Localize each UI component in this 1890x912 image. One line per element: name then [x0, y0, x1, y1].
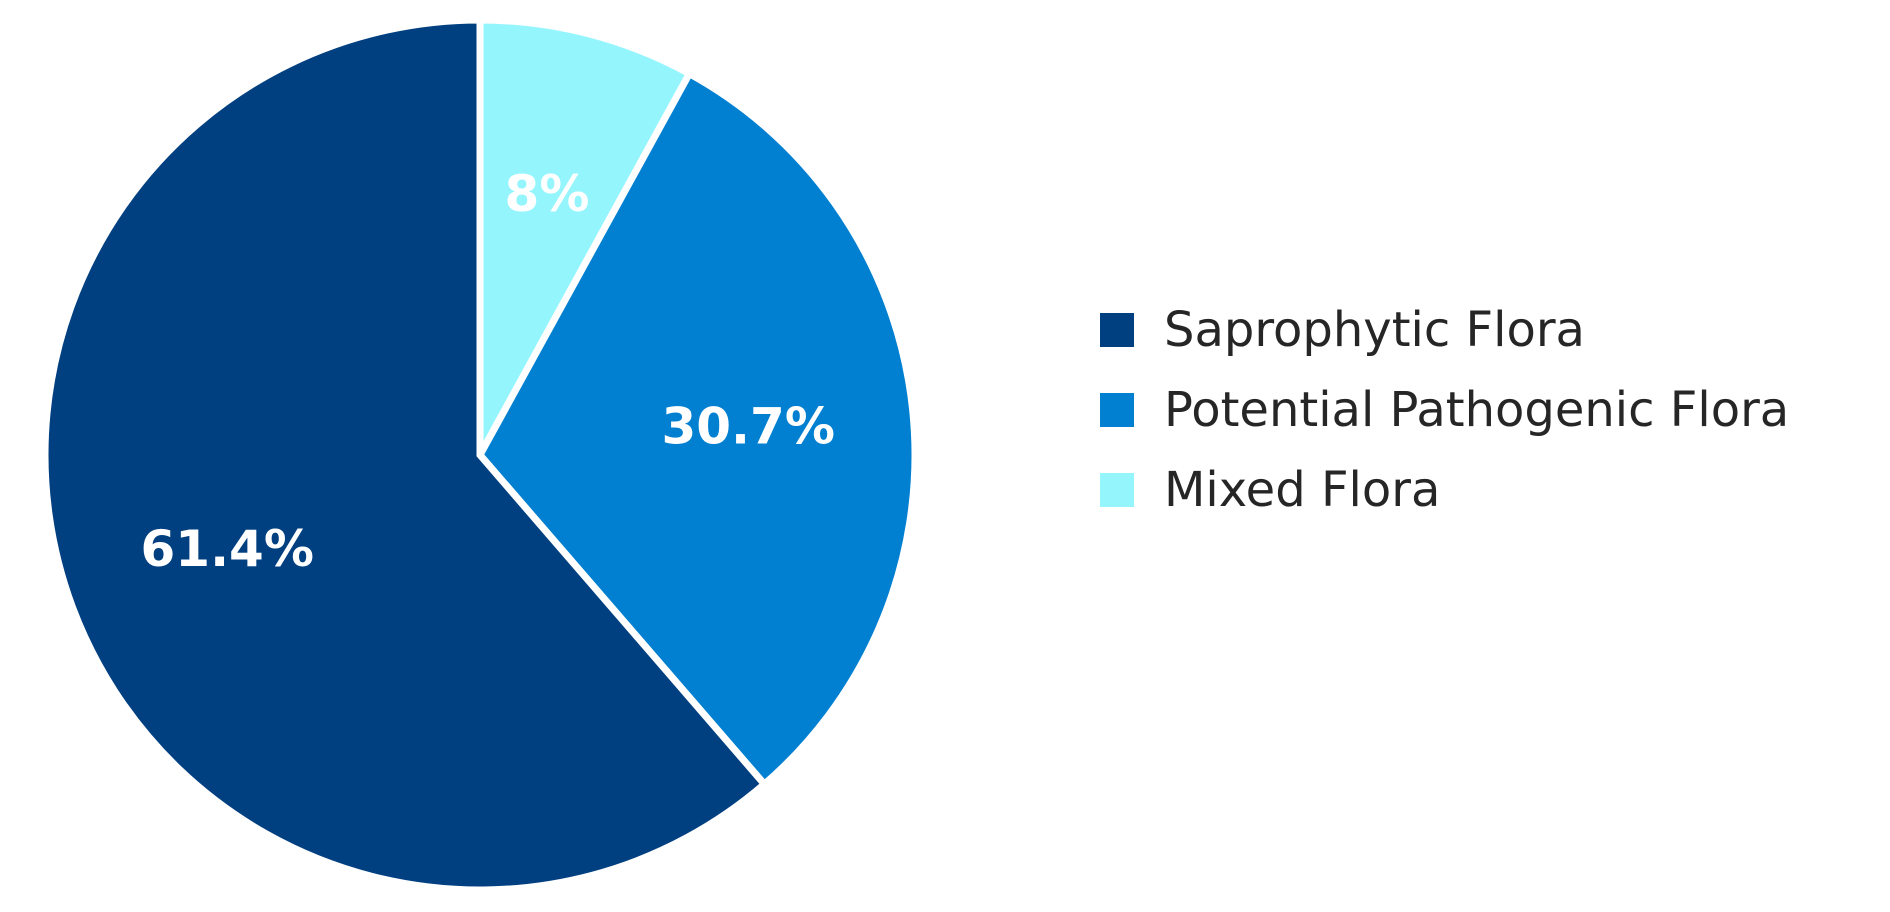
legend-swatch-mixed-flora [1100, 473, 1134, 507]
legend-label-potential-pathogenic-flora: Potential Pathogenic Flora [1164, 382, 1790, 438]
legend: Saprophytic Flora Potential Pathogenic F… [1100, 290, 1789, 530]
data-label-mixed-flora: 8% [505, 165, 590, 223]
data-label-potential-pathogenic-flora: 30.7% [661, 398, 834, 456]
pie-data-labels: 8% 30.7% 61.4% [140, 165, 834, 578]
legend-item-saprophytic-flora: Saprophytic Flora [1100, 290, 1789, 370]
legend-label-saprophytic-flora: Saprophytic Flora [1164, 302, 1585, 358]
data-label-saprophytic-flora: 61.4% [140, 520, 313, 578]
pie-slice-potential-pathogenic-flora [475, 68, 919, 790]
pie-slice-mixed-flora [476, 16, 695, 457]
legend-item-potential-pathogenic-flora: Potential Pathogenic Flora [1100, 370, 1789, 450]
legend-swatch-saprophytic-flora [1100, 313, 1134, 347]
legend-label-mixed-flora: Mixed Flora [1164, 462, 1441, 518]
legend-swatch-potential-pathogenic-flora [1100, 393, 1134, 427]
pie-slice-saprophytic-flora [41, 16, 770, 894]
legend-item-mixed-flora: Mixed Flora [1100, 450, 1789, 530]
pie-slices [41, 16, 919, 894]
